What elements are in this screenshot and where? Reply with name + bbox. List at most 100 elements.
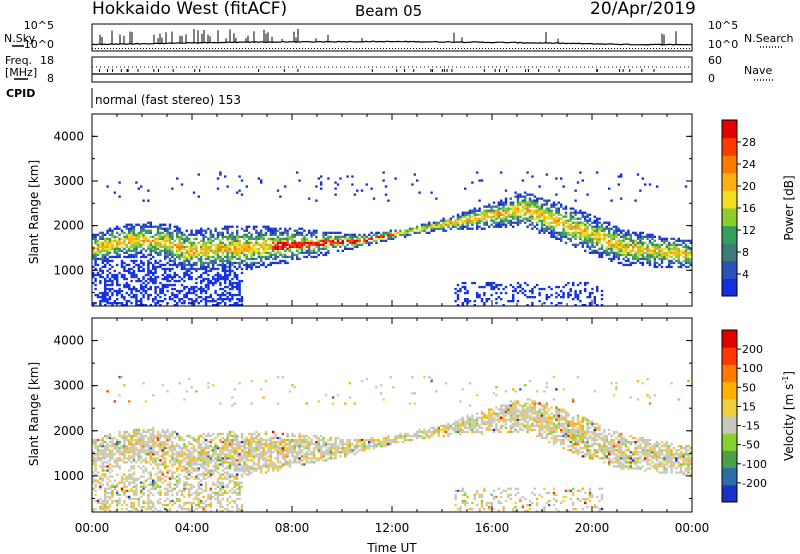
- heatmap-cell: [207, 440, 210, 444]
- heatmap-cell: [137, 289, 140, 293]
- heatmap-cell: [219, 453, 222, 456]
- heatmap-cell: [610, 239, 613, 242]
- heatmap-cell: [531, 223, 534, 226]
- heatmap-cell: [276, 241, 280, 244]
- heatmap-cell: [214, 249, 217, 252]
- heatmap-cell: [185, 245, 188, 248]
- heatmap-cell: [584, 227, 587, 230]
- heatmap-cell: [468, 211, 472, 214]
- heatmap-cell: [135, 181, 138, 184]
- heatmap-cell: [248, 447, 251, 450]
- heatmap-cell: [147, 293, 150, 297]
- heatmap-cell: [214, 304, 217, 306]
- heatmap-cell: [226, 277, 229, 281]
- heatmap-cell: [257, 255, 260, 259]
- heatmap-cell: [240, 300, 244, 303]
- heatmap-cell: [639, 253, 642, 257]
- heatmap-cell: [171, 293, 174, 297]
- heatmap-cell: [101, 455, 104, 458]
- heatmap-cell: [238, 253, 241, 257]
- heatmap-cell: [106, 505, 109, 509]
- heatmap-cell: [164, 445, 167, 448]
- heatmap-cell: [272, 241, 275, 244]
- heatmap-cell: [164, 267, 167, 271]
- heatmap-cell: [226, 259, 229, 263]
- heatmap-cell: [646, 235, 649, 238]
- heatmap-cell: [156, 475, 160, 478]
- heatmap-cell: [687, 239, 690, 242]
- heatmap-cell: [190, 503, 193, 507]
- heatmap-cell: [629, 243, 632, 246]
- heatmap-cell: [200, 449, 203, 452]
- heatmap-cell: [233, 485, 236, 488]
- heatmap-cell: [149, 436, 152, 440]
- heatmap-cell: [137, 455, 140, 458]
- heatmap-cell: [154, 233, 157, 236]
- heatmap-cell: [188, 453, 191, 456]
- heatmap-cell: [204, 291, 208, 295]
- heatmap-cell: [658, 263, 661, 267]
- heatmap-cell: [123, 443, 126, 446]
- heatmap-cell: [612, 257, 616, 261]
- heatmap-cell: [149, 245, 152, 248]
- heatmap-cell: [173, 293, 176, 297]
- heatmap-cell: [204, 451, 208, 454]
- heatmap-cell: [171, 449, 174, 452]
- heatmap-cell: [466, 217, 469, 220]
- heatmap-cell: [156, 251, 160, 254]
- heatmap-cell: [197, 438, 200, 442]
- heatmap-cell: [128, 432, 131, 436]
- heatmap-cell: [624, 241, 628, 244]
- heatmap-cell: [500, 219, 503, 222]
- heatmap-cell: [166, 283, 169, 287]
- heatmap-cell: [627, 257, 630, 261]
- heatmap-cell: [106, 247, 109, 250]
- heatmap-cell: [128, 434, 131, 438]
- heatmap-cell: [538, 207, 541, 210]
- heatmap-cell: [603, 237, 606, 240]
- heatmap-cell: [221, 449, 224, 452]
- heatmap-cell: [104, 457, 107, 460]
- heatmap-cell: [144, 229, 148, 232]
- heatmap-cell: [444, 219, 448, 222]
- heatmap-cell: [404, 233, 407, 236]
- heatmap-cell: [216, 491, 220, 494]
- heatmap-cell: [197, 463, 200, 466]
- heatmap-cell: [641, 251, 644, 254]
- heatmap-cell: [250, 245, 253, 248]
- heatmap-cell: [204, 483, 208, 486]
- heatmap-cell: [118, 465, 121, 468]
- heatmap-cell: [684, 261, 688, 265]
- heatmap-cell: [147, 449, 150, 452]
- heatmap-cell: [140, 225, 143, 228]
- heatmap-cell: [504, 217, 508, 220]
- heatmap-cell: [137, 223, 140, 226]
- heatmap-cell: [468, 213, 472, 216]
- heatmap-cell: [238, 189, 241, 192]
- heatmap-cell: [300, 249, 304, 252]
- heatmap-cell: [171, 247, 174, 250]
- heatmap-cell: [190, 263, 193, 267]
- heatmap-cell: [281, 243, 284, 246]
- heatmap-cell: [521, 207, 524, 210]
- heatmap-cell: [353, 193, 356, 196]
- heatmap-cell: [464, 291, 467, 295]
- heatmap-cell: [581, 231, 584, 234]
- heatmap-cell: [171, 475, 174, 478]
- heatmap-cell: [204, 457, 208, 460]
- heatmap-cell: [219, 283, 222, 287]
- heatmap-cell: [125, 281, 128, 285]
- heatmap-cell: [101, 501, 104, 505]
- heatmap-cell: [200, 491, 203, 494]
- heatmap-cell: [572, 227, 575, 230]
- heatmap-cell: [226, 229, 229, 232]
- heatmap-cell: [233, 489, 236, 492]
- heatmap-cell: [108, 451, 112, 454]
- heatmap-cell: [226, 273, 229, 277]
- heatmap-cell: [226, 445, 229, 448]
- heatmap-cell: [497, 225, 500, 228]
- heatmap-cell: [135, 443, 138, 446]
- heatmap-cell: [152, 481, 155, 484]
- heatmap-cell: [188, 440, 191, 444]
- heatmap-cell: [137, 449, 140, 452]
